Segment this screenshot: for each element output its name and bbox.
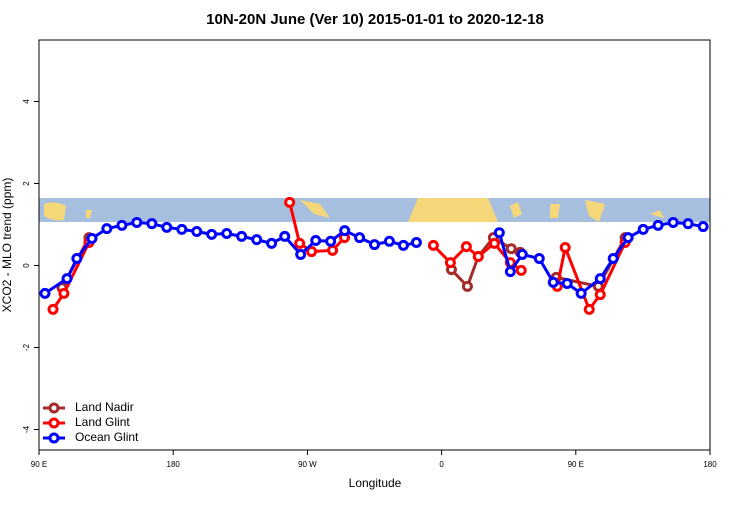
- series-line: [555, 241, 627, 313]
- legend-label: Land Glint: [75, 415, 130, 429]
- y-tick-label: -4: [22, 425, 31, 433]
- x-tick-label: 90 W: [298, 460, 317, 469]
- series-point: [505, 243, 517, 255]
- series-point: [206, 228, 218, 240]
- chart-title: 10N-20N June (Ver 10) 2015-01-01 to 2020…: [206, 11, 544, 28]
- series-point: [116, 219, 128, 231]
- series-point: [575, 287, 587, 299]
- series-point: [306, 246, 318, 258]
- series-point: [460, 241, 472, 253]
- legend-marker: [48, 402, 60, 414]
- series-point: [444, 257, 456, 269]
- series-point: [161, 221, 173, 233]
- series-point: [594, 273, 606, 285]
- y-axis-label: XCO2 - MLO trend (ppm): [0, 178, 14, 313]
- series-point: [327, 244, 339, 256]
- series-point: [131, 216, 143, 228]
- series-point: [284, 196, 296, 208]
- series-point: [533, 253, 545, 265]
- series-point: [547, 276, 559, 288]
- series-point: [515, 264, 527, 276]
- series-point: [176, 223, 188, 235]
- series-point: [667, 216, 679, 228]
- series-point: [295, 248, 307, 260]
- legend-marker: [48, 432, 60, 444]
- series-point: [697, 221, 709, 233]
- series-point: [39, 287, 51, 299]
- series-point: [325, 235, 337, 247]
- plot-frame: [38, 39, 711, 451]
- x-tick-label: 180: [167, 460, 181, 469]
- series-point: [383, 235, 395, 247]
- series-point: [493, 227, 505, 239]
- legend-label: Land Nadir: [75, 400, 134, 414]
- map-strip: [39, 198, 710, 222]
- series-point: [279, 230, 291, 242]
- series-point: [146, 218, 158, 230]
- series-point: [369, 239, 380, 251]
- series-point: [294, 237, 306, 249]
- series-point: [397, 239, 409, 251]
- series-point: [191, 225, 203, 237]
- y-tick-label: 0: [22, 263, 31, 268]
- series-point: [61, 273, 73, 285]
- series-point: [58, 287, 70, 299]
- series-point: [101, 223, 113, 235]
- series-point: [607, 253, 619, 265]
- series-point: [86, 232, 98, 244]
- series-point: [682, 218, 694, 230]
- series-point: [561, 278, 573, 290]
- series-point: [251, 234, 263, 246]
- x-tick-label: 90 E: [568, 460, 584, 469]
- series-point: [652, 219, 664, 231]
- series-point: [310, 234, 322, 246]
- series-point: [71, 253, 83, 265]
- y-tick-label: 4: [22, 99, 31, 104]
- x-tick-label: 180: [703, 460, 717, 469]
- legend-marker: [48, 417, 60, 429]
- y-tick-label: 2: [22, 181, 31, 186]
- x-axis-label: Longitude: [349, 476, 402, 490]
- series-point: [559, 241, 571, 253]
- x-tick-label: 0: [439, 460, 444, 469]
- series-point: [266, 237, 278, 249]
- series-point: [488, 237, 500, 249]
- x-tick-label: 90 E: [31, 460, 47, 469]
- series-point: [594, 289, 606, 301]
- y-tick-label: -2: [22, 343, 31, 351]
- series-point: [339, 225, 351, 237]
- series-point: [236, 230, 248, 242]
- series-point: [221, 228, 233, 240]
- series-point: [354, 232, 366, 244]
- series-point: [410, 237, 422, 249]
- series-point: [622, 232, 634, 244]
- series-point: [583, 303, 595, 315]
- legend-label: Ocean Glint: [75, 430, 139, 444]
- series-point: [516, 248, 528, 260]
- series-point: [504, 266, 516, 278]
- series-point: [461, 280, 473, 292]
- series-point: [637, 223, 649, 235]
- series-point: [427, 239, 439, 251]
- series-point: [47, 303, 59, 315]
- series-point: [472, 250, 484, 262]
